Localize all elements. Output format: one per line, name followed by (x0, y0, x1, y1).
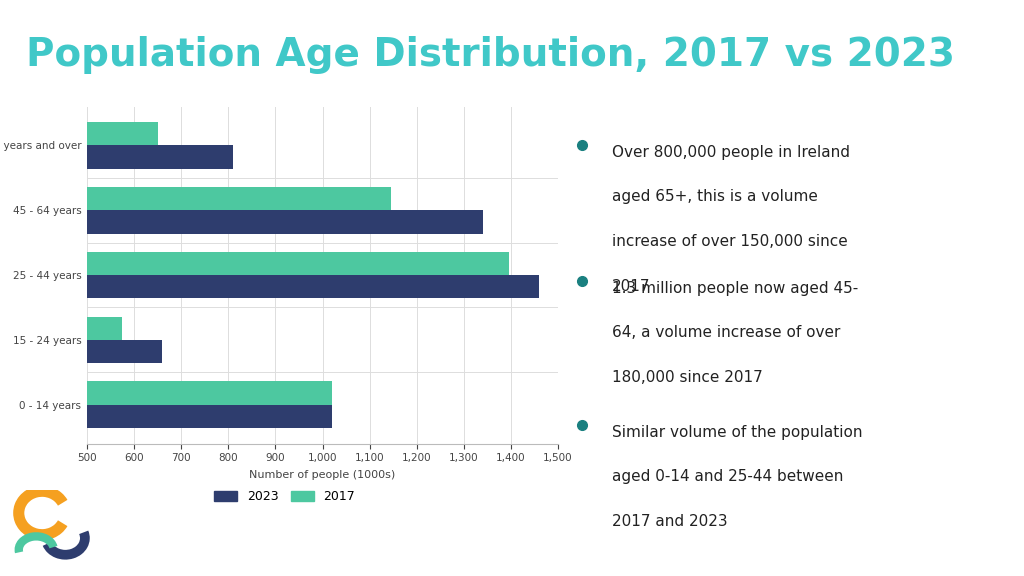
Bar (0, 210, 482, 233)
Legend: 2023, 2017: 2023, 2017 (210, 485, 360, 508)
Bar (0, 275, 540, 298)
Text: aged 0-14 and 25-44 between: aged 0-14 and 25-44 between (612, 469, 844, 484)
Bar (0, 187, 391, 210)
Text: 64, a volume increase of over: 64, a volume increase of over (612, 325, 841, 340)
Text: 180,000 since 2017: 180,000 since 2017 (612, 370, 763, 385)
Text: Over 800,000 people in Ireland: Over 800,000 people in Ireland (612, 145, 850, 160)
Text: Similar volume of the population: Similar volume of the population (612, 425, 863, 439)
Bar (0, 340, 163, 363)
Text: increase of over 150,000 since: increase of over 150,000 since (612, 234, 848, 249)
Text: aged 65+, this is a volume: aged 65+, this is a volume (612, 190, 818, 204)
Bar (0, 317, 123, 340)
Text: 1.3 million people now aged 45-: 1.3 million people now aged 45- (612, 281, 858, 295)
Bar (0, 405, 332, 428)
Bar (0, 122, 158, 145)
Text: 11: 11 (971, 550, 988, 563)
Bar (0, 252, 509, 275)
Text: 2017 and 2023: 2017 and 2023 (612, 514, 728, 529)
Bar (0, 381, 332, 405)
Text: www.cso.ie: www.cso.ie (892, 513, 988, 528)
Bar (0, 145, 233, 169)
Text: 2017: 2017 (612, 279, 651, 294)
Text: Population Age Distribution, 2017 vs 2023: Population Age Distribution, 2017 vs 202… (26, 36, 954, 74)
X-axis label: Number of people (1000s): Number of people (1000s) (250, 470, 395, 480)
